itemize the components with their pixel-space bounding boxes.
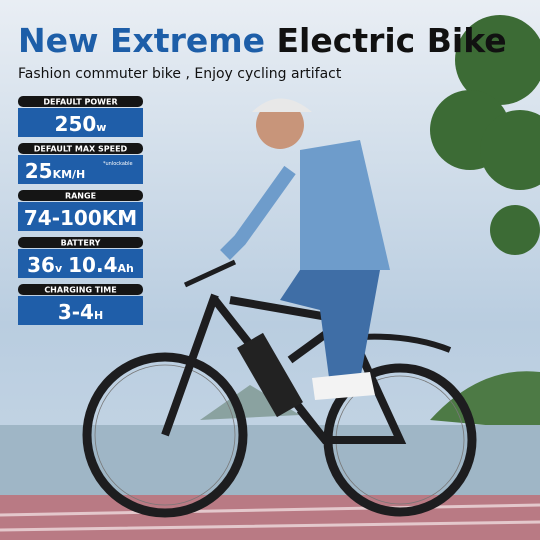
shore-trees: [430, 371, 540, 430]
rider: [220, 98, 390, 400]
spec-value-part: KM/H: [53, 168, 86, 181]
spec-value-bg: [18, 108, 143, 137]
spec-value-part: H: [94, 309, 103, 322]
spec-value-bg: [18, 296, 143, 325]
title-black: Electric Bike: [277, 21, 507, 60]
spec-value: 250w: [55, 112, 107, 136]
title-blue: New Extreme: [18, 21, 265, 60]
spec-value-bg: [18, 249, 143, 278]
spec-label-bg: [18, 284, 143, 295]
spec-value: 3-4H: [58, 300, 103, 324]
spec-value-part: v: [55, 262, 63, 275]
spec-value: 74-100KM: [24, 206, 137, 230]
spec-value-part: 3-4: [58, 300, 94, 324]
spec-note: *unlockable: [103, 161, 133, 167]
spec-value-part: 250: [55, 112, 97, 136]
spec-value: 36v 10.4Ah: [27, 253, 134, 277]
spec-value-bg: [18, 155, 143, 184]
pavement: [0, 495, 540, 540]
tree: [430, 15, 540, 255]
subtitle: Fashion commuter bike , Enjoy cycling ar…: [18, 66, 342, 82]
spec-label-bg: [18, 96, 143, 107]
spec-label: DEFAULT MAX SPEED: [34, 145, 128, 154]
spec-value-part: w: [96, 121, 106, 134]
spec-value-part: 74-100KM: [24, 206, 137, 230]
spec-value-part: 10.4: [68, 253, 117, 277]
spec-label: RANGE: [65, 192, 96, 201]
spec-label-bg: [18, 190, 143, 201]
spec-value-part: 25: [25, 159, 53, 183]
spec-value-part: 36: [27, 253, 55, 277]
spec-label: BATTERY: [61, 239, 101, 248]
title: New Extreme Electric Bike: [18, 21, 507, 60]
spec-list: DEFAULT POWER 250w DEFAULT MAX SPEED 25KM/H…: [18, 96, 143, 325]
spec-label: DEFAULT POWER: [43, 98, 117, 107]
spec-label-bg: [18, 237, 143, 248]
pavement-lines: [0, 503, 540, 532]
spec-value-bg: [18, 202, 143, 231]
spec-value-part: Ah: [118, 262, 134, 275]
spec-label: CHARGING TIME: [44, 286, 116, 295]
spec-label-bg: [18, 143, 143, 154]
spec-value: 25KM/H: [25, 159, 86, 183]
